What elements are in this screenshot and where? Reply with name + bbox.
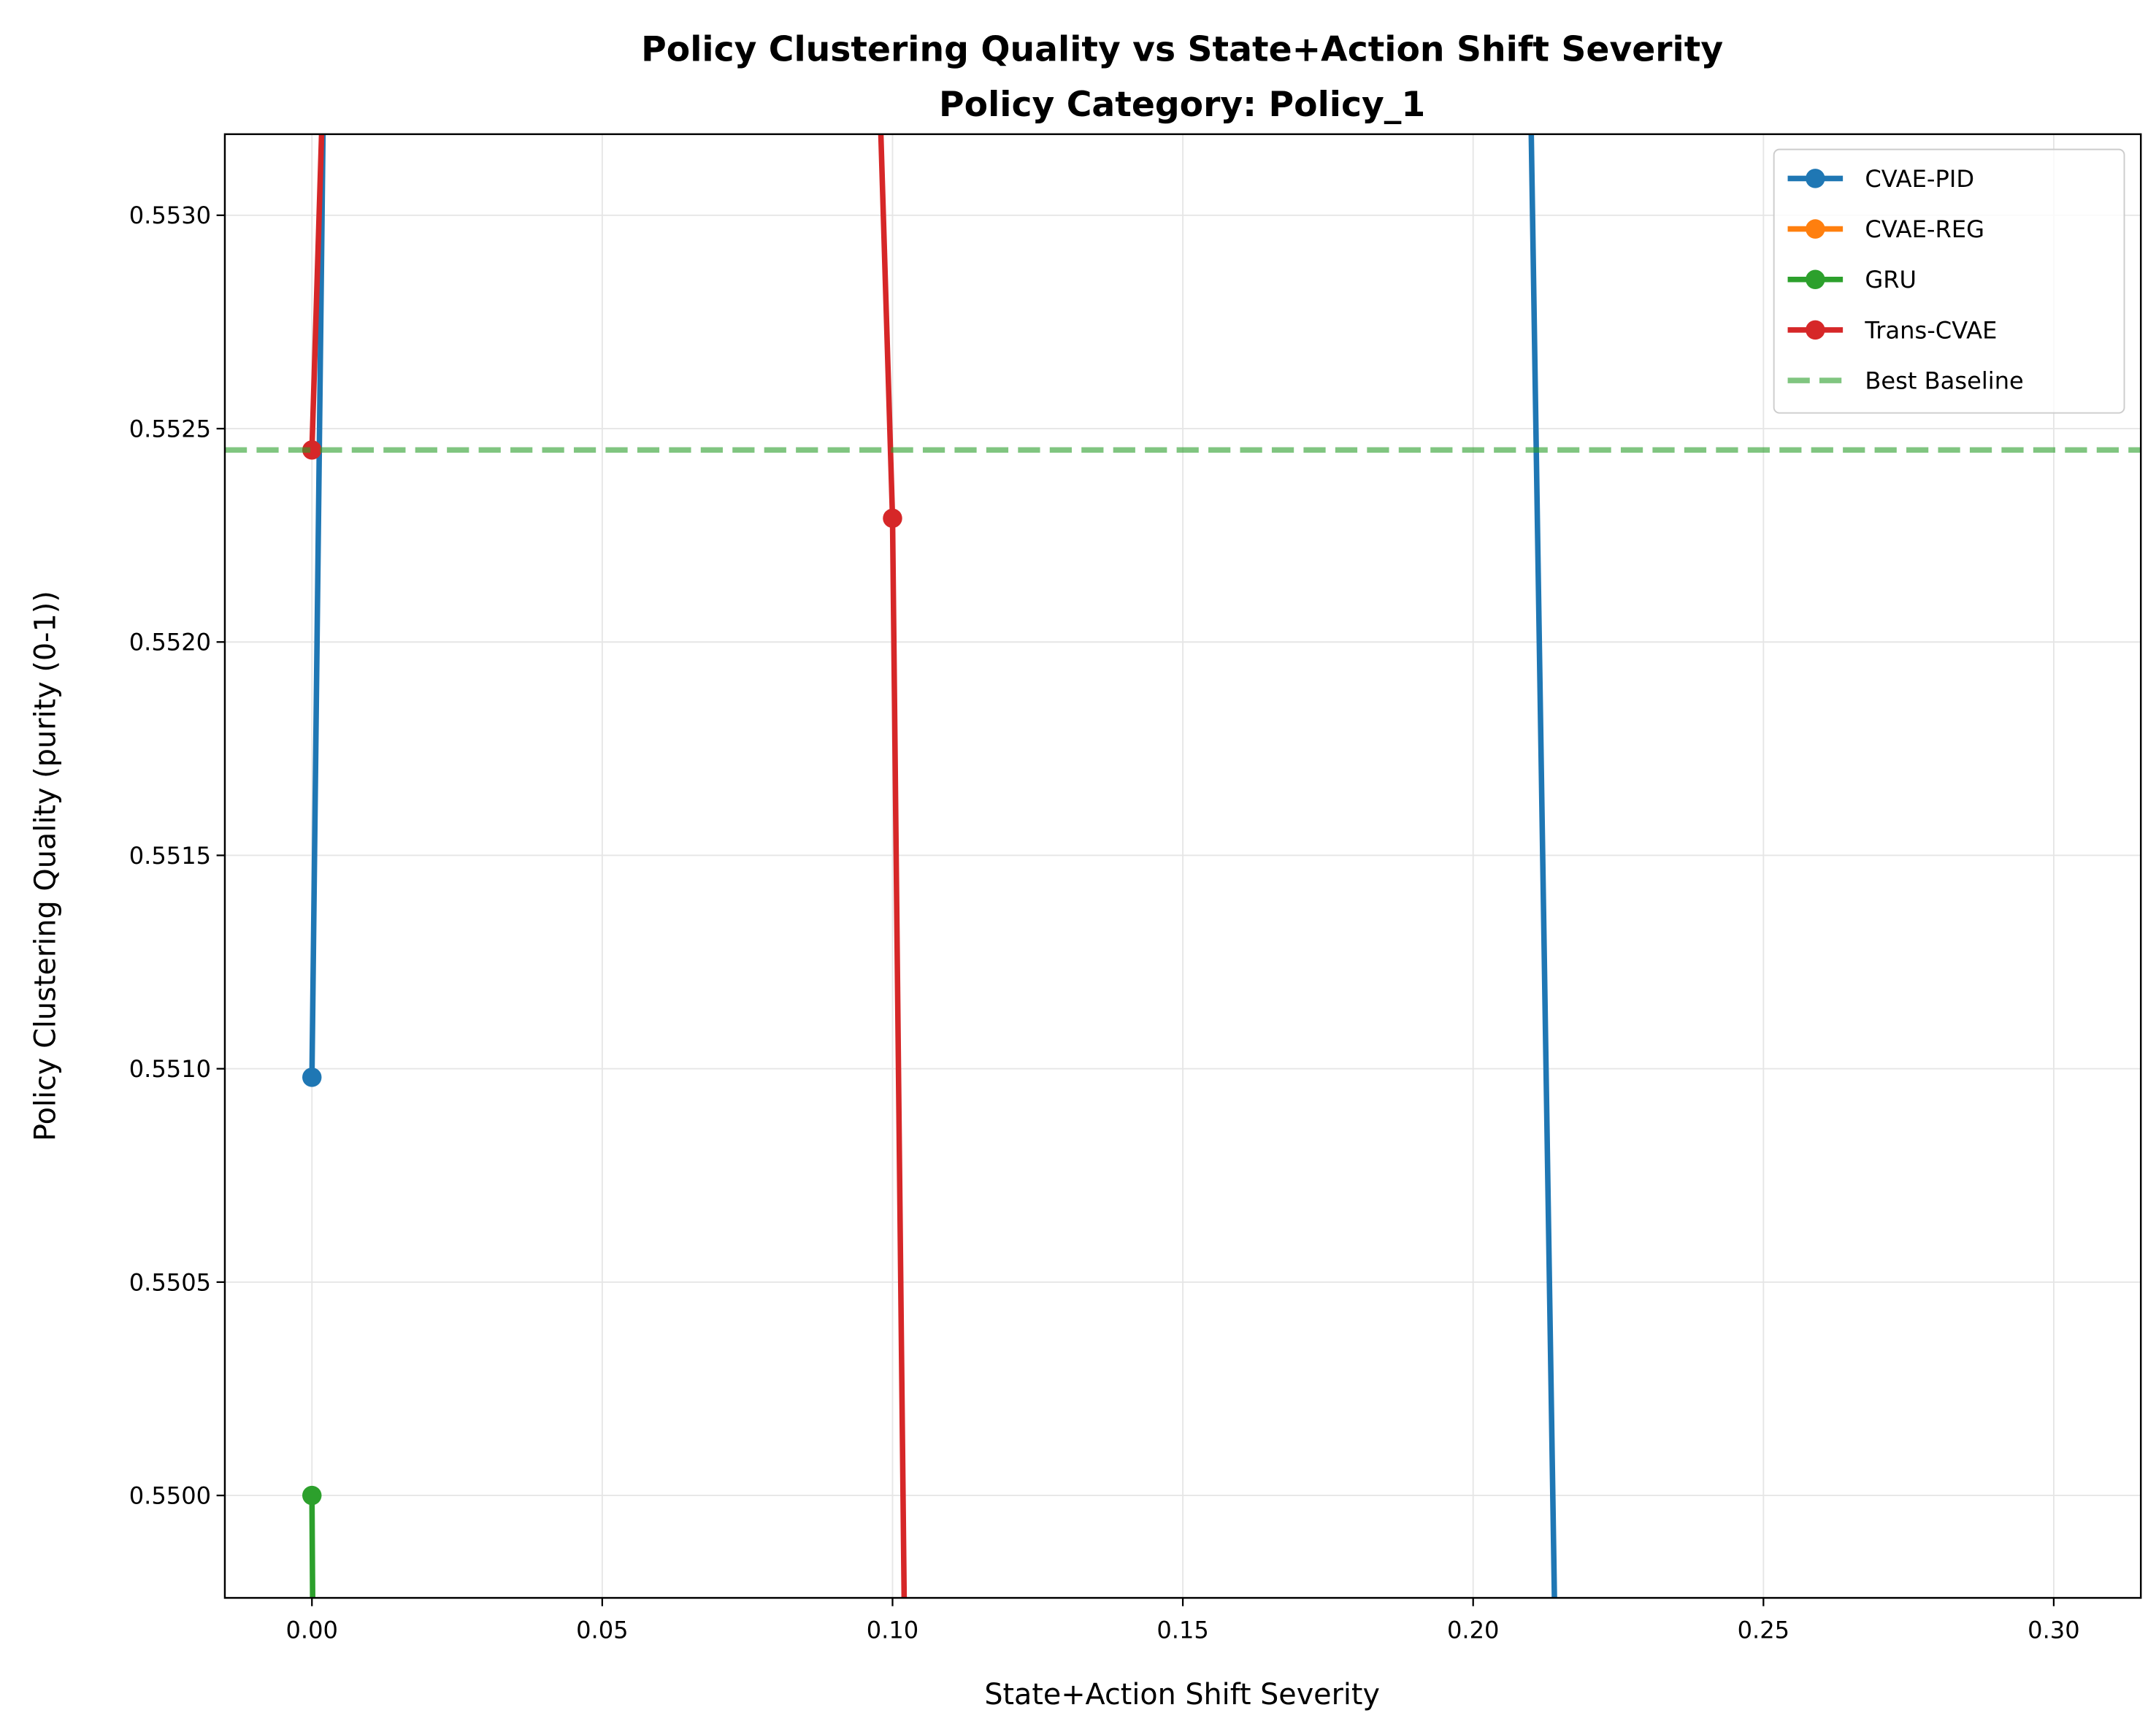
chart-title: Policy Clustering Quality vs State+Actio… xyxy=(641,29,1723,69)
data-point xyxy=(883,508,902,529)
legend-label: Trans-CVAE xyxy=(1864,316,1997,344)
x-tick-label: 0.20 xyxy=(1447,1616,1500,1644)
y-tick-label: 0.5510 xyxy=(129,1055,211,1083)
y-tick-label: 0.5525 xyxy=(129,415,211,442)
data-point xyxy=(302,1068,322,1087)
x-tick-label: 0.15 xyxy=(1156,1616,1209,1644)
y-tick-label: 0.5515 xyxy=(129,842,211,870)
legend-label: Best Baseline xyxy=(1865,367,2023,394)
data-point xyxy=(302,440,322,460)
legend-label: CVAE-REG xyxy=(1865,215,1984,243)
x-tick-label: 0.25 xyxy=(1738,1616,1790,1644)
y-tick-label: 0.5530 xyxy=(129,202,211,229)
y-tick-label: 0.5500 xyxy=(129,1482,211,1509)
data-point xyxy=(302,1485,322,1506)
y-axis-label: Policy Clustering Quality (purity (0-1)) xyxy=(29,591,63,1141)
legend-box xyxy=(1773,148,2125,414)
legend-label: CVAE-PID xyxy=(1865,165,1974,193)
chart-subtitle: Policy Category: Policy_1 xyxy=(939,85,1425,125)
plot-frame xyxy=(223,133,2142,1599)
legend-marker xyxy=(1806,219,1825,239)
y-tick-label: 0.5520 xyxy=(129,629,211,656)
x-axis-label: State+Action Shift Severity xyxy=(984,1678,1380,1712)
x-tick-label: 0.05 xyxy=(576,1616,629,1644)
legend-marker xyxy=(1806,269,1825,289)
y-tick-label: 0.5505 xyxy=(129,1268,211,1296)
legend-marker xyxy=(1806,169,1825,188)
legend-marker xyxy=(1806,320,1825,340)
x-tick-label: 0.10 xyxy=(867,1616,919,1644)
x-tick-label: 0.30 xyxy=(2028,1616,2080,1644)
x-tick-label: 0.00 xyxy=(285,1616,338,1644)
legend-label: GRU xyxy=(1865,266,1917,294)
